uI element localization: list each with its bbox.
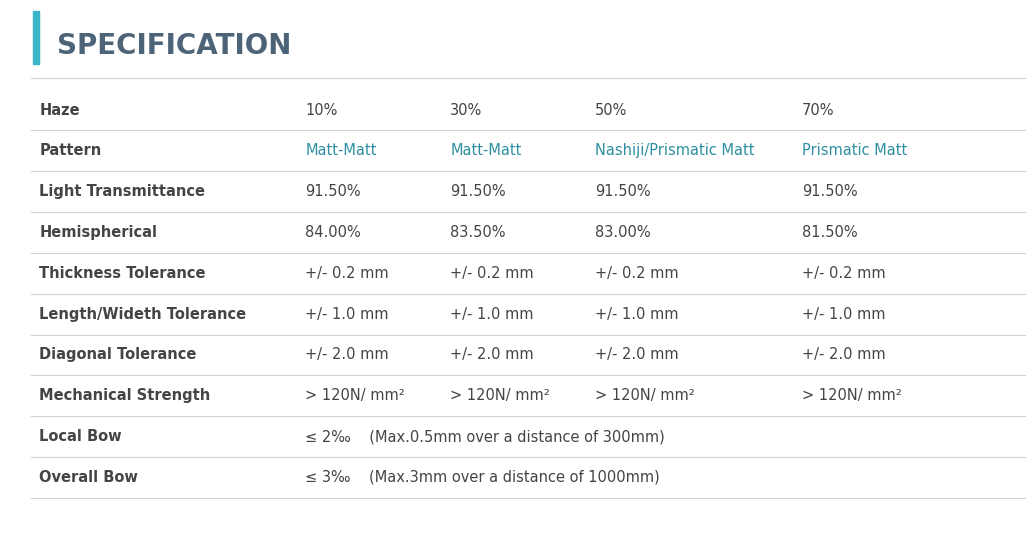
Text: 83.00%: 83.00%	[595, 225, 651, 240]
Text: +/- 2.0 mm: +/- 2.0 mm	[450, 347, 534, 362]
Text: +/- 1.0 mm: +/- 1.0 mm	[802, 307, 886, 322]
Text: > 120N/ mm²: > 120N/ mm²	[305, 388, 405, 403]
Text: Thickness Tolerance: Thickness Tolerance	[39, 266, 206, 281]
Text: 83.50%: 83.50%	[450, 225, 506, 240]
Text: 91.50%: 91.50%	[305, 184, 361, 199]
Text: Length/Wideth Tolerance: Length/Wideth Tolerance	[39, 307, 246, 322]
Text: 91.50%: 91.50%	[595, 184, 651, 199]
Text: 91.50%: 91.50%	[802, 184, 858, 199]
Text: +/- 1.0 mm: +/- 1.0 mm	[595, 307, 679, 322]
Text: Overall Bow: Overall Bow	[39, 470, 139, 485]
Text: 10%: 10%	[305, 103, 337, 118]
Text: SPECIFICATION: SPECIFICATION	[57, 32, 291, 60]
Text: +/- 1.0 mm: +/- 1.0 mm	[450, 307, 534, 322]
Text: Mechanical Strength: Mechanical Strength	[39, 388, 210, 403]
Text: +/- 0.2 mm: +/- 0.2 mm	[802, 266, 886, 281]
Text: > 120N/ mm²: > 120N/ mm²	[802, 388, 901, 403]
Text: +/- 2.0 mm: +/- 2.0 mm	[802, 347, 886, 362]
Text: +/- 0.2 mm: +/- 0.2 mm	[305, 266, 389, 281]
Text: +/- 0.2 mm: +/- 0.2 mm	[595, 266, 679, 281]
Text: ≤ 3‰    (Max.3mm over a distance of 1000mm): ≤ 3‰ (Max.3mm over a distance of 1000mm)	[305, 470, 660, 485]
Text: Matt-Matt: Matt-Matt	[450, 143, 522, 158]
Text: +/- 2.0 mm: +/- 2.0 mm	[305, 347, 389, 362]
Text: > 120N/ mm²: > 120N/ mm²	[450, 388, 550, 403]
Text: Nashiji/Prismatic Matt: Nashiji/Prismatic Matt	[595, 143, 755, 158]
Text: Matt-Matt: Matt-Matt	[305, 143, 377, 158]
Text: Light Transmittance: Light Transmittance	[39, 184, 205, 199]
Text: Haze: Haze	[39, 103, 80, 118]
Text: +/- 2.0 mm: +/- 2.0 mm	[595, 347, 679, 362]
Text: 81.50%: 81.50%	[802, 225, 858, 240]
Text: Hemispherical: Hemispherical	[39, 225, 157, 240]
Text: +/- 1.0 mm: +/- 1.0 mm	[305, 307, 389, 322]
Text: 84.00%: 84.00%	[305, 225, 361, 240]
Text: 30%: 30%	[450, 103, 482, 118]
Text: 50%: 50%	[595, 103, 627, 118]
Text: Pattern: Pattern	[39, 143, 101, 158]
Text: Prismatic Matt: Prismatic Matt	[802, 143, 908, 158]
Text: > 120N/ mm²: > 120N/ mm²	[595, 388, 694, 403]
Text: 70%: 70%	[802, 103, 834, 118]
Text: Local Bow: Local Bow	[39, 429, 122, 444]
Text: 91.50%: 91.50%	[450, 184, 506, 199]
Text: +/- 0.2 mm: +/- 0.2 mm	[450, 266, 534, 281]
Text: ≤ 2‰    (Max.0.5mm over a distance of 300mm): ≤ 2‰ (Max.0.5mm over a distance of 300mm…	[305, 429, 666, 444]
Text: Diagonal Tolerance: Diagonal Tolerance	[39, 347, 197, 362]
